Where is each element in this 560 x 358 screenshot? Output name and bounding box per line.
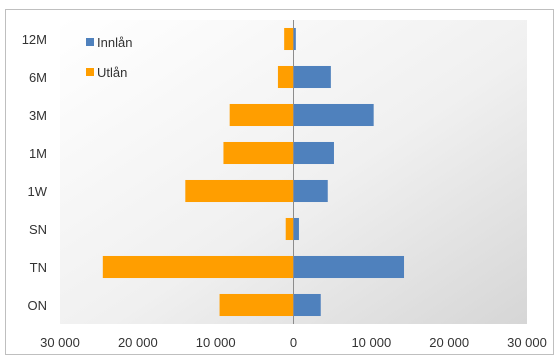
y-tick-label-3m: 3M (29, 108, 47, 123)
y-tick-label-tn: TN (30, 260, 47, 275)
y-tick-label-1m: 1M (29, 146, 47, 161)
bar-utlan-1m[interactable] (223, 141, 294, 165)
bar-utlan-6m[interactable] (277, 65, 294, 89)
y-axis-labels: ON TN SN 1W 1M 3M 6M 12M (22, 32, 48, 313)
x-axis-labels: 30 000 20 000 10 000 0 10 000 20 000 30 000 (40, 335, 547, 350)
x-tick-label: 10 000 (196, 335, 236, 350)
x-tick-label: 0 (290, 335, 297, 350)
legend-label-innlan: Innlån (97, 35, 132, 50)
x-tick-label: 20 000 (118, 335, 158, 350)
y-tick-label-6m: 6M (29, 70, 47, 85)
y-tick-label-on: ON (28, 298, 48, 313)
bar-innlan-sn[interactable] (293, 217, 299, 241)
legend-swatch-innlan (86, 38, 94, 46)
legend-label-utlan: Utlån (97, 65, 127, 80)
bar-utlan-sn[interactable] (285, 217, 294, 241)
bar-utlan-tn[interactable] (102, 255, 294, 279)
bar-innlan-1m[interactable] (293, 141, 334, 165)
x-tick-label: 10 000 (351, 335, 391, 350)
y-tick-label-sn: SN (29, 222, 47, 237)
bar-innlan-on[interactable] (293, 293, 321, 317)
bar-innlan-6m[interactable] (293, 65, 331, 89)
bar-innlan-1w[interactable] (293, 179, 328, 203)
x-tick-label: 30 000 (507, 335, 547, 350)
bar-utlan-12m[interactable] (284, 27, 294, 51)
x-tick-label: 30 000 (40, 335, 80, 350)
bar-utlan-1w[interactable] (185, 179, 294, 203)
bar-utlan-on[interactable] (219, 293, 294, 317)
bars-layer (102, 27, 405, 317)
bar-utlan-3m[interactable] (229, 103, 294, 127)
legend-swatch-utlan (86, 68, 94, 76)
x-tick-label: 20 000 (429, 335, 469, 350)
y-tick-label-12m: 12M (22, 32, 47, 47)
bar-innlan-3m[interactable] (293, 103, 374, 127)
y-tick-label-1w: 1W (28, 184, 48, 199)
legend[interactable]: Innlån Utlån (86, 35, 132, 80)
bar-innlan-tn[interactable] (293, 255, 405, 279)
bar-innlan-12m[interactable] (293, 27, 296, 51)
